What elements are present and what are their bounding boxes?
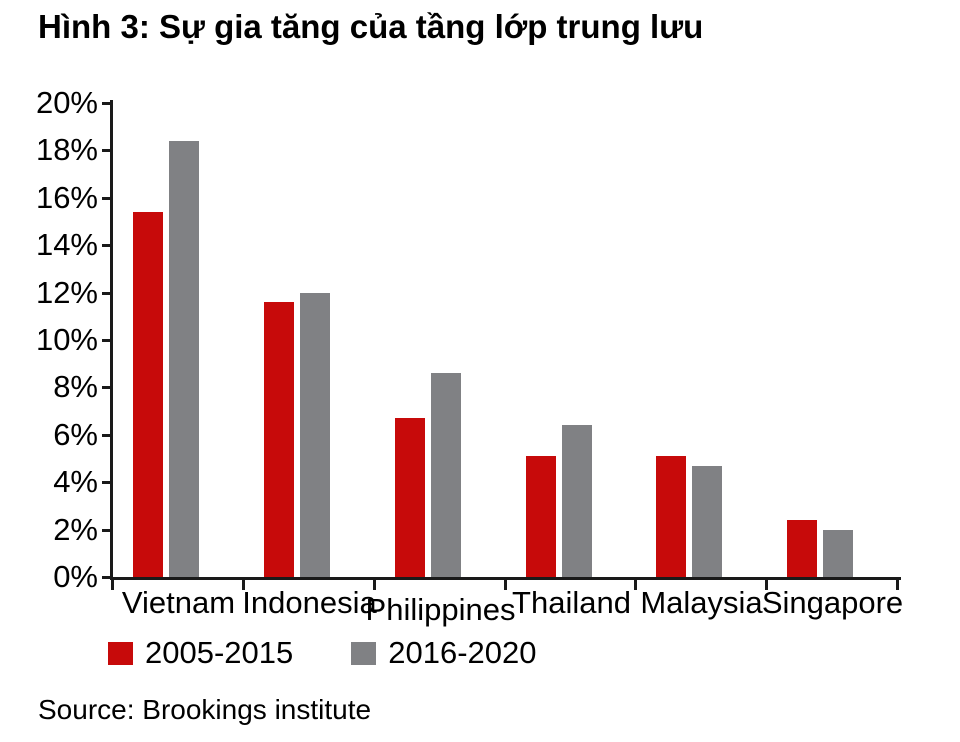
y-axis-tick-label: 0% — [53, 559, 98, 594]
x-axis-tick — [111, 577, 114, 590]
y-axis-tick — [102, 386, 113, 390]
y-axis-tick — [102, 149, 113, 153]
x-axis-category-label: Indonesia — [242, 585, 377, 620]
y-axis-tick-label: 8% — [53, 369, 98, 405]
y-axis-tick-label: 4% — [53, 464, 98, 500]
bar-philippines-2016-2020 — [431, 373, 461, 577]
bar-philippines-2005-2015 — [395, 418, 425, 577]
bar-indonesia-2016-2020 — [300, 293, 330, 577]
bar-vietnam-2005-2015 — [133, 212, 163, 577]
x-axis-tick — [765, 577, 768, 590]
y-axis-tick-label: 6% — [53, 416, 98, 452]
y-axis-tick — [102, 481, 113, 485]
bar-singapore-2016-2020 — [823, 530, 853, 577]
legend-entry: 2016-2020 — [351, 635, 537, 670]
x-axis-category-label: Vietnam — [121, 585, 236, 620]
y-axis-tick-label: 2% — [53, 511, 98, 547]
legend-entry: 2005-2015 — [108, 636, 293, 670]
y-axis-tick-label: 18% — [35, 132, 98, 168]
x-axis-category-label: Philippines — [365, 592, 516, 627]
y-axis-tick-label: 14% — [35, 227, 98, 263]
x-axis-category-label: Singapore — [761, 585, 904, 620]
y-axis-tick — [102, 102, 113, 105]
x-axis-category-label: Malaysia — [640, 585, 763, 620]
legend-swatch-series-1 — [351, 641, 377, 665]
y-axis-tick — [102, 196, 113, 200]
source-text: Source: Brookings institute — [38, 694, 372, 725]
y-axis-tick — [102, 433, 113, 437]
x-axis-tick — [504, 577, 507, 590]
bar-malaysia-2016-2020 — [692, 466, 722, 577]
y-axis-tick — [102, 528, 113, 532]
legend-label: 2016-2020 — [388, 635, 537, 670]
figure-title: Hình 3: Sự gia tăng của tầng lớp trung l… — [38, 8, 704, 45]
chart-legend: 2005-2015 2016-2020 — [108, 636, 595, 670]
bar-thailand-2016-2020 — [562, 425, 592, 577]
y-axis-tick — [102, 339, 113, 342]
bar-indonesia-2005-2015 — [264, 302, 294, 577]
y-axis-tick-label: 10% — [35, 322, 98, 357]
y-axis-tick-label: 12% — [35, 274, 98, 310]
bar-thailand-2005-2015 — [526, 456, 556, 577]
y-axis-tick — [102, 244, 113, 248]
y-axis-tick — [102, 576, 113, 579]
y-axis-tick-label: 16% — [35, 179, 98, 215]
x-axis-tick — [896, 577, 899, 590]
bar-malaysia-2005-2015 — [656, 456, 686, 577]
x-axis-tick — [634, 577, 637, 590]
legend-label: 2005-2015 — [145, 635, 294, 670]
x-axis-tick — [373, 577, 376, 590]
bar-singapore-2005-2015 — [787, 520, 817, 577]
x-axis-category-label: Thailand — [512, 585, 631, 620]
x-axis-tick — [242, 577, 245, 590]
y-axis-tick-label: 20% — [35, 85, 98, 120]
legend-swatch-series-0 — [108, 641, 133, 665]
bar-vietnam-2016-2020 — [169, 141, 199, 577]
y-axis-tick — [102, 291, 113, 295]
